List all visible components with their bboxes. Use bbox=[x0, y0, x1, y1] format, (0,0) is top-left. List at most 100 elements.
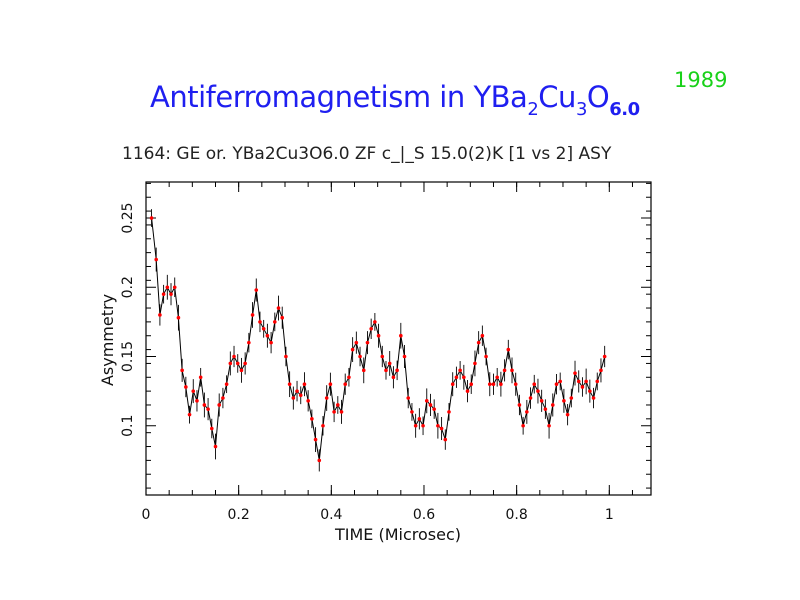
data-point bbox=[239, 368, 244, 373]
data-point bbox=[332, 410, 336, 414]
data-point bbox=[413, 423, 418, 428]
data-point bbox=[562, 399, 566, 403]
data-point bbox=[180, 368, 184, 373]
data-point bbox=[573, 371, 577, 375]
data-point bbox=[532, 382, 537, 387]
data-point bbox=[209, 426, 214, 431]
data-point bbox=[347, 375, 351, 380]
data-point bbox=[328, 382, 333, 387]
data-point bbox=[547, 423, 551, 428]
data-point bbox=[306, 399, 310, 403]
data-point bbox=[213, 444, 218, 449]
data-point bbox=[228, 361, 233, 366]
data-point bbox=[354, 340, 359, 345]
plot-header: 1164: GE or. YBa2Cu3O6.0 ZF c_|_S 15.0(2… bbox=[122, 144, 612, 164]
data-point bbox=[487, 382, 492, 387]
data-point bbox=[476, 340, 481, 345]
data-point bbox=[149, 216, 154, 220]
x-tick-labels: 0 0.2 0.4 0.6 0.8 1 bbox=[142, 507, 614, 523]
data-point bbox=[269, 340, 273, 345]
data-point bbox=[447, 410, 451, 414]
data-point bbox=[310, 417, 314, 421]
data-point bbox=[591, 396, 596, 400]
data-point bbox=[350, 347, 355, 352]
data-point bbox=[525, 410, 529, 414]
data-point bbox=[580, 385, 585, 389]
data-point bbox=[565, 412, 570, 417]
data-point bbox=[287, 382, 292, 387]
data-point bbox=[506, 347, 511, 352]
slide-title-o: O bbox=[586, 80, 610, 114]
data-point bbox=[295, 389, 299, 393]
slide-title-subscript-cu: 3 bbox=[575, 99, 587, 120]
data-point bbox=[491, 382, 496, 387]
error-bars bbox=[151, 209, 606, 472]
data-point bbox=[339, 410, 344, 414]
data-point bbox=[298, 393, 303, 398]
data-point bbox=[484, 354, 488, 359]
data-point bbox=[313, 437, 318, 442]
y-tick-label: 0.15 bbox=[120, 341, 136, 372]
data-point bbox=[528, 396, 533, 400]
y-axis-title: Asymmetry bbox=[98, 294, 117, 386]
data-point bbox=[272, 320, 277, 324]
data-point bbox=[458, 368, 462, 373]
data-point bbox=[291, 396, 296, 400]
data-point bbox=[206, 407, 210, 411]
data-point bbox=[465, 389, 470, 393]
data-point bbox=[428, 403, 433, 407]
data-point bbox=[217, 403, 222, 407]
y-tick-label: 0.1 bbox=[120, 415, 136, 437]
data-point bbox=[265, 333, 270, 338]
slide-title-subscript-o: 6.0 bbox=[609, 99, 640, 120]
data-point bbox=[424, 399, 429, 403]
x-tick-label: 0.6 bbox=[413, 507, 435, 523]
x-tick-label: 0.4 bbox=[320, 507, 342, 523]
data-point bbox=[387, 361, 392, 366]
data-point bbox=[569, 396, 574, 400]
data-point bbox=[258, 320, 262, 324]
data-point bbox=[343, 382, 348, 387]
data-point bbox=[336, 403, 340, 407]
data-point bbox=[158, 313, 162, 317]
data-point bbox=[324, 396, 329, 400]
data-point bbox=[369, 327, 373, 331]
data-point bbox=[172, 285, 177, 290]
data-point bbox=[588, 389, 592, 393]
data-point bbox=[395, 368, 399, 373]
data-point bbox=[595, 379, 600, 384]
data-point bbox=[443, 437, 448, 442]
slide-title-text: Antiferromagnetism in YBa bbox=[150, 80, 528, 114]
data-point bbox=[284, 354, 288, 359]
data-point bbox=[224, 382, 229, 387]
data-point bbox=[510, 368, 514, 373]
data-point bbox=[402, 354, 407, 359]
data-point bbox=[436, 423, 440, 428]
data-point bbox=[380, 354, 385, 359]
y-tick-label: 0.25 bbox=[120, 202, 136, 233]
data-point bbox=[513, 382, 518, 387]
data-point bbox=[317, 458, 322, 463]
data-point bbox=[321, 423, 325, 428]
data-point bbox=[373, 320, 377, 324]
year-label: 1989 bbox=[674, 68, 728, 92]
x-tick-label: 0.8 bbox=[506, 507, 528, 523]
data-point bbox=[517, 403, 522, 407]
data-point bbox=[191, 389, 196, 393]
data-point bbox=[243, 361, 247, 366]
data-point bbox=[184, 385, 188, 389]
data-point bbox=[406, 396, 411, 400]
data-point bbox=[247, 340, 251, 345]
data-point bbox=[358, 354, 362, 359]
data-point bbox=[584, 379, 588, 384]
data-point bbox=[361, 368, 366, 373]
data-point bbox=[480, 333, 485, 338]
data-point bbox=[417, 417, 422, 421]
plot-frame bbox=[145, 181, 652, 496]
data-point bbox=[462, 375, 466, 380]
data-point bbox=[421, 423, 425, 428]
data-point bbox=[410, 410, 414, 414]
x-tick-label: 1 bbox=[605, 507, 614, 523]
data-point bbox=[161, 292, 166, 296]
data-point bbox=[261, 327, 266, 331]
